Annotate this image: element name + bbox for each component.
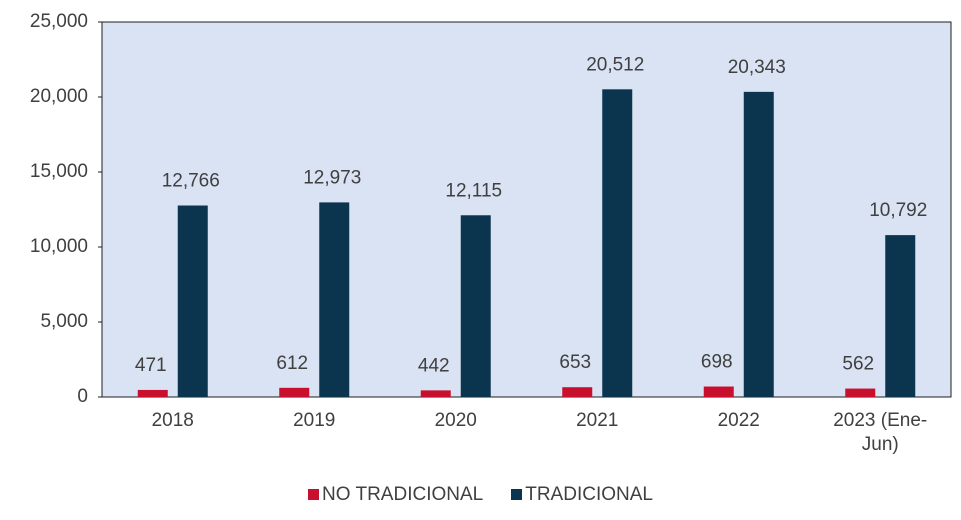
value-label: 10,792 <box>869 200 927 221</box>
value-label: 12,973 <box>303 167 361 188</box>
y-tick-label: 5,000 <box>40 311 88 332</box>
bar <box>177 205 208 397</box>
bar <box>845 388 876 397</box>
x-tick-label: 2019 <box>293 410 336 431</box>
legend-swatch <box>511 489 523 500</box>
bar <box>460 215 491 397</box>
value-label: 20,512 <box>586 54 644 75</box>
y-tick-label: 20,000 <box>30 86 88 107</box>
value-label: 12,115 <box>445 180 502 201</box>
y-tick-label: 0 <box>77 386 88 407</box>
x-tick-label: 2021 <box>576 410 619 431</box>
value-label: 562 <box>842 354 874 375</box>
bar <box>562 387 593 397</box>
bar <box>319 202 350 397</box>
y-tick-label: 10,000 <box>30 236 88 257</box>
bar <box>602 89 633 397</box>
bar <box>137 389 168 397</box>
bar <box>885 235 916 397</box>
x-tick-label: 2022 <box>717 410 760 431</box>
legend-label: TRADICIONAL <box>525 484 653 505</box>
legend-item: TRADICIONAL <box>511 484 653 506</box>
value-label: 698 <box>701 352 733 373</box>
value-label: 442 <box>418 355 450 376</box>
value-label: 612 <box>276 353 308 374</box>
value-label: 653 <box>559 352 591 373</box>
y-tick-label: 25,000 <box>30 11 88 32</box>
legend-swatch <box>308 489 320 500</box>
bar <box>420 390 451 397</box>
legend-label: NO TRADICIONAL <box>322 484 484 505</box>
value-label: 20,343 <box>728 57 786 78</box>
bar <box>703 386 734 397</box>
bar <box>743 91 774 397</box>
x-tick-label: 2018 <box>151 410 194 431</box>
bar <box>279 387 310 397</box>
x-tick-label: 2023 (Ene-Jun) <box>833 410 928 455</box>
value-label: 471 <box>135 355 167 376</box>
legend-item: NO TRADICIONAL <box>308 484 483 506</box>
y-tick-label: 15,000 <box>30 161 88 182</box>
legend: NO TRADICIONAL TRADICIONAL <box>0 484 961 506</box>
plot-area <box>101 21 952 398</box>
value-label: 12,766 <box>162 171 220 192</box>
x-tick-label: 2020 <box>434 410 477 431</box>
